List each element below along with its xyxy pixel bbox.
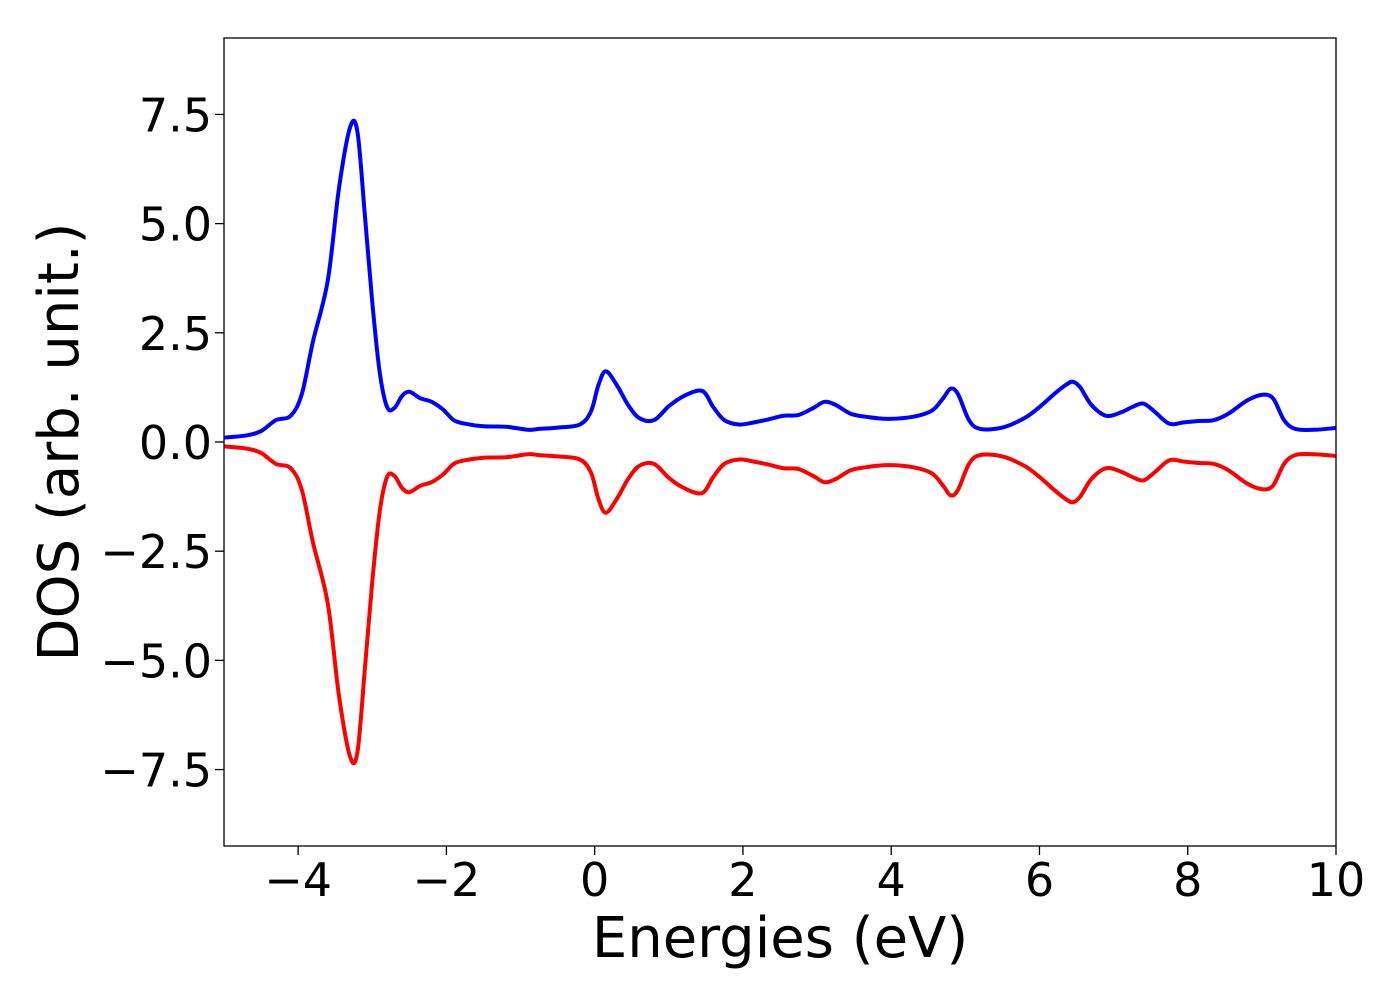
x-axis-label: Energies (eV) [592,906,968,971]
y-axis-label: DOS (arb. unit.) [27,222,92,661]
x-tick-label: −4 [264,853,332,907]
y-tick-label: 5.0 [139,198,212,252]
y-axis: 7.5 5.0 2.5 0.0 −2.5 −5.0 −7.5 [100,88,224,798]
x-tick-label: 2 [728,853,757,907]
y-tick-label: −5.0 [100,634,212,688]
y-tick-label: −2.5 [100,525,212,579]
series-line-2 [224,444,1336,766]
y-tick-label: 0.0 [139,416,212,470]
x-tick-label: 4 [877,853,906,907]
y-tick-label: −7.5 [100,744,212,798]
x-tick-label: −2 [412,853,480,907]
x-axis: −4 −2 0 2 4 6 8 10 [264,846,1365,907]
y-tick-label: 7.5 [139,88,212,142]
x-tick-label: 6 [1025,853,1054,907]
series-layer [224,118,1336,766]
x-tick-label: 8 [1173,853,1202,907]
series-line-1 [224,118,1336,440]
y-tick-label: 2.5 [139,307,212,361]
x-tick-label: 0 [580,853,609,907]
x-tick-label: 10 [1307,853,1366,907]
